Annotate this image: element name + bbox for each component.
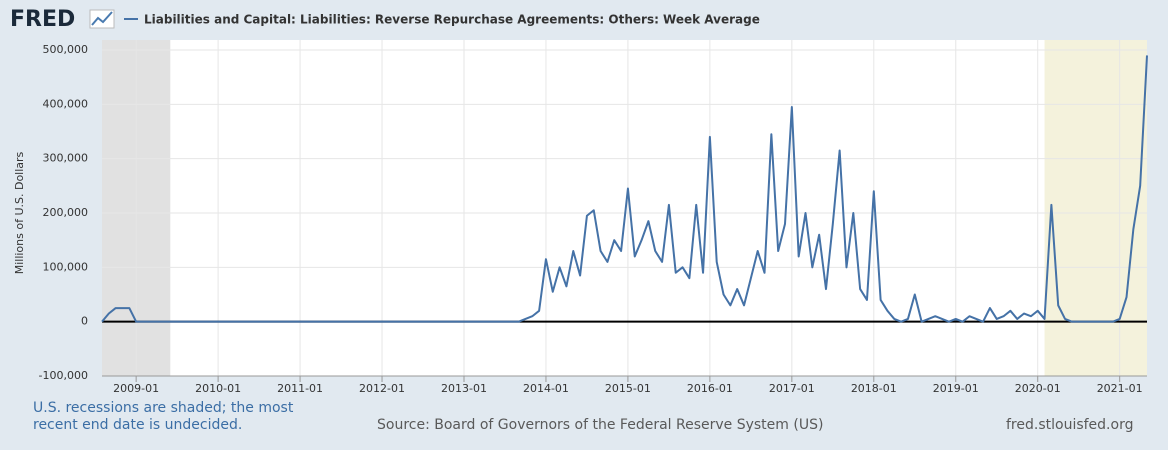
x-tick-label: 2013-01 xyxy=(441,382,487,395)
x-tick-label: 2012-01 xyxy=(359,382,405,395)
x-tick-label: 2014-01 xyxy=(523,382,569,395)
x-tick-label: 2016-01 xyxy=(687,382,733,395)
y-axis-label: Millions of U.S. Dollars xyxy=(13,151,26,274)
logo-icon xyxy=(89,9,115,29)
x-tick-label: 2010-01 xyxy=(195,382,241,395)
y-tick-label: 500,000 xyxy=(43,43,89,56)
y-tick-label: 400,000 xyxy=(43,97,89,110)
logo: FRED xyxy=(10,7,75,32)
site: fred.stlouisfed.org xyxy=(1006,417,1134,433)
x-tick-label: 2019-01 xyxy=(933,382,979,395)
y-tick-label: 300,000 xyxy=(43,152,89,165)
x-tick-label: 2018-01 xyxy=(851,382,897,395)
x-tick-label: 2015-01 xyxy=(605,382,651,395)
x-tick-label: 2011-01 xyxy=(277,382,323,395)
y-tick-label: 200,000 xyxy=(43,206,89,219)
source: Source: Board of Governors of the Federa… xyxy=(377,417,824,433)
x-tick-label: 2020-01 xyxy=(1015,382,1061,395)
y-tick-label: 0 xyxy=(81,315,88,328)
recession-band xyxy=(1044,40,1147,376)
x-tick-label: 2017-01 xyxy=(769,382,815,395)
y-tick-label: -100,000 xyxy=(39,369,88,382)
note: U.S. recessions are shaded; the most rec… xyxy=(33,400,294,433)
legend-label: Liabilities and Capital: Liabilities: Re… xyxy=(144,13,760,27)
x-tick-label: 2009-01 xyxy=(113,382,159,395)
series-line xyxy=(101,55,1148,323)
y-tick-label: 100,000 xyxy=(43,260,89,273)
plot-area xyxy=(102,40,1147,376)
x-tick-label: 2021-01 xyxy=(1097,382,1143,395)
